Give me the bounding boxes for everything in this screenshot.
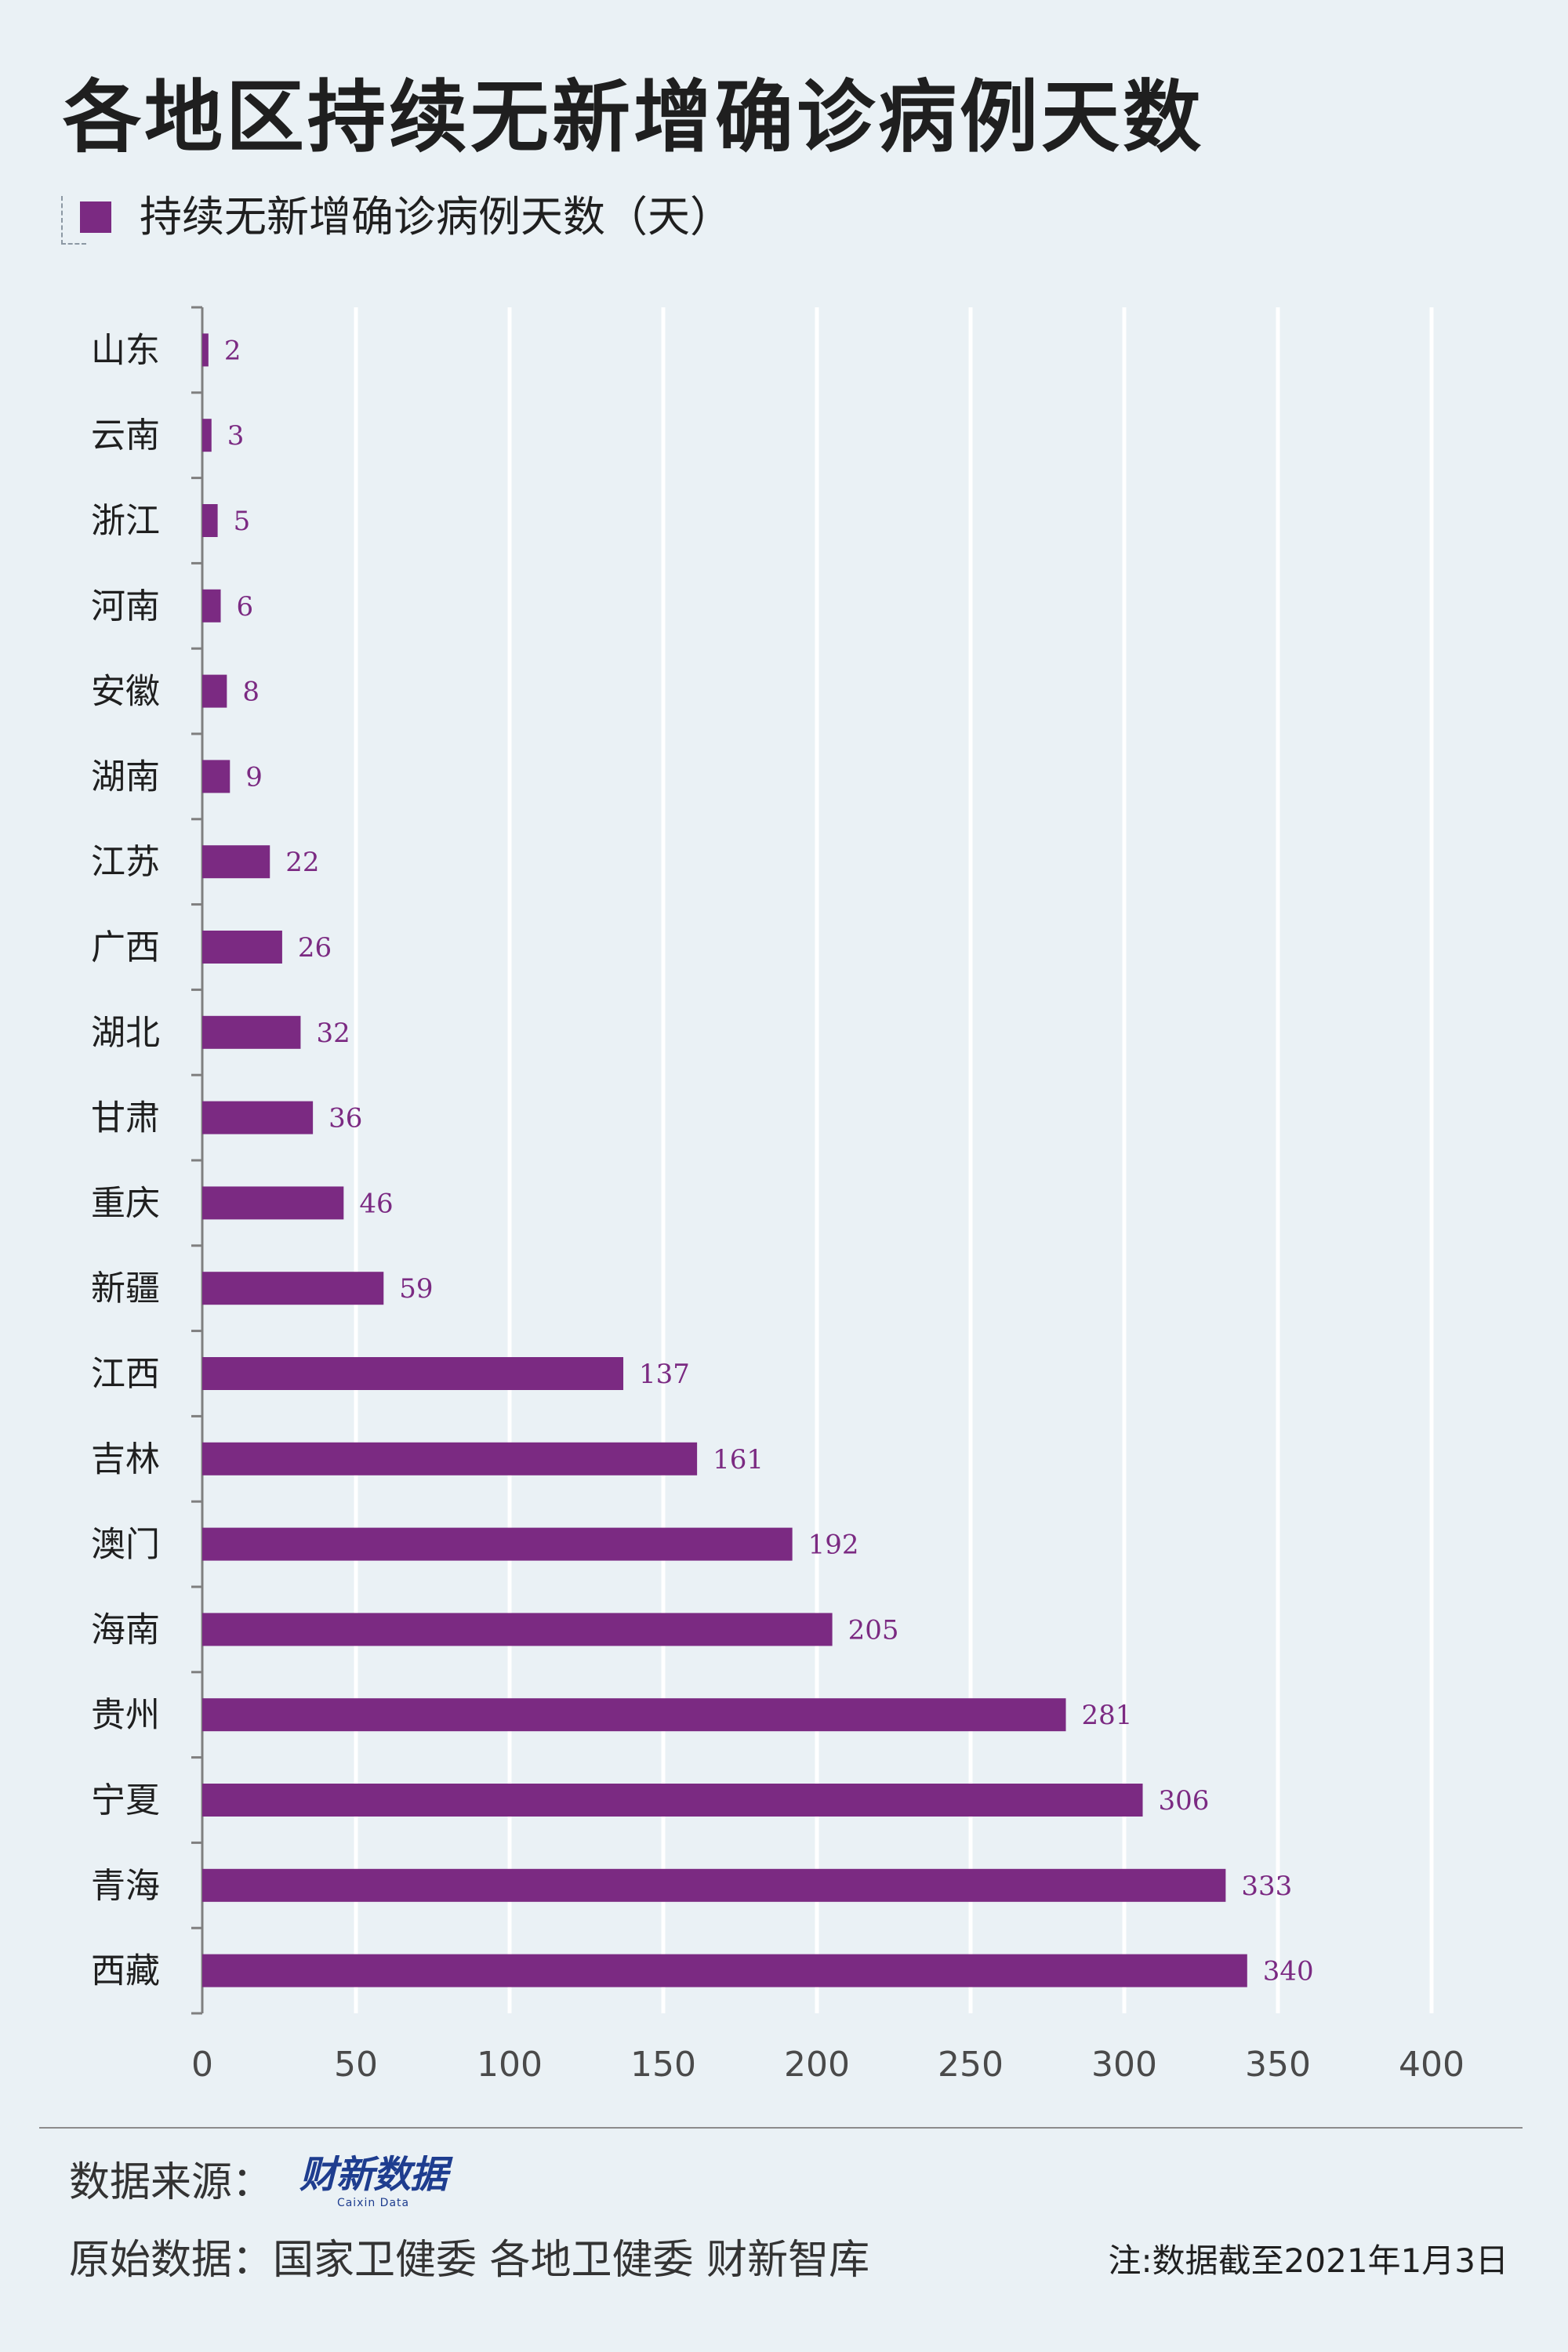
bar-海南 <box>202 1613 833 1646</box>
x-tick-label: 100 <box>477 2045 543 2085</box>
category-label: 青海 <box>91 1866 160 1906</box>
value-label: 3 <box>227 420 245 452</box>
category-label: 湖南 <box>91 757 160 797</box>
x-tick-label: 50 <box>334 2045 378 2085</box>
bar-浙江 <box>202 504 218 537</box>
category-label: 山东 <box>91 330 160 370</box>
category-label: 云南 <box>91 416 160 456</box>
category-label: 澳门 <box>91 1525 160 1565</box>
original-data-source: 原始数据：国家卫健委 各地卫健委 财新智库 <box>69 2240 869 2281</box>
bar-澳门 <box>202 1527 793 1561</box>
value-label: 6 <box>237 591 254 622</box>
bar-山东 <box>202 333 209 367</box>
value-label: 26 <box>298 932 332 964</box>
category-label: 重庆 <box>91 1183 160 1223</box>
bar-西藏 <box>202 1954 1247 1987</box>
bar-安徽 <box>202 674 227 708</box>
logo-subtitle: Caixin Data <box>336 2197 410 2209</box>
bar-江苏 <box>202 845 270 879</box>
x-tick-label: 300 <box>1091 2045 1157 2085</box>
bar-吉林 <box>202 1442 698 1475</box>
value-label: 32 <box>316 1018 350 1049</box>
bar-重庆 <box>202 1186 344 1220</box>
value-label: 333 <box>1241 1871 1292 1902</box>
x-tick-label: 250 <box>938 2045 1004 2085</box>
original-sources: 国家卫健委 各地卫健委 财新智库 <box>273 2237 870 2284</box>
bar-江西 <box>202 1357 624 1390</box>
value-label: 192 <box>808 1530 859 1561</box>
category-label: 江西 <box>91 1354 160 1394</box>
category-label: 西藏 <box>91 1951 160 1991</box>
category-label: 湖北 <box>91 1013 160 1053</box>
category-label: 宁夏 <box>91 1780 160 1820</box>
value-label: 137 <box>639 1359 690 1390</box>
category-label: 新疆 <box>91 1269 160 1308</box>
value-label: 8 <box>242 677 260 708</box>
value-label: 9 <box>245 761 263 793</box>
category-label: 河南 <box>91 586 160 626</box>
value-label: 161 <box>713 1444 764 1475</box>
bar-河南 <box>202 589 221 622</box>
x-tick-label: 0 <box>191 2045 213 2085</box>
bar-湖北 <box>202 1015 301 1049</box>
category-label: 贵州 <box>91 1695 160 1735</box>
logo-text: 财新数据 <box>299 2153 448 2197</box>
legend-label: 持续无新增确诊病例天数（天） <box>140 192 732 241</box>
footer-divider <box>39 2127 1523 2129</box>
bar-新疆 <box>202 1272 384 1305</box>
x-tick-label: 200 <box>784 2045 850 2085</box>
value-label: 36 <box>328 1103 362 1134</box>
category-label: 江苏 <box>91 842 160 882</box>
date-note: 注:数据截至2021年1月3日 <box>1108 2241 1508 2280</box>
data-source: 数据来源： 财新数据 Caixin Data <box>69 2153 448 2210</box>
value-label: 340 <box>1263 1956 1314 1987</box>
bar-广西 <box>202 931 282 964</box>
bar-宁夏 <box>202 1784 1143 1817</box>
value-label: 281 <box>1082 1700 1133 1731</box>
x-tick-label: 400 <box>1399 2045 1465 2085</box>
original-label: 原始数据： <box>69 2237 274 2284</box>
x-tick-label: 150 <box>630 2045 696 2085</box>
bar-甘肃 <box>202 1101 314 1134</box>
x-tick-label: 350 <box>1245 2045 1311 2085</box>
bar-贵州 <box>202 1698 1066 1732</box>
value-label: 5 <box>234 506 251 537</box>
value-label: 205 <box>848 1614 899 1646</box>
legend-frame <box>61 196 86 245</box>
value-label: 2 <box>224 335 241 366</box>
value-label: 46 <box>359 1188 393 1219</box>
bar-青海 <box>202 1868 1226 1902</box>
caixin-data-logo: 财新数据 Caixin Data <box>299 2153 448 2210</box>
value-label: 59 <box>399 1273 433 1305</box>
category-label: 海南 <box>91 1610 160 1650</box>
category-label: 广西 <box>91 927 160 967</box>
category-label: 甘肃 <box>91 1098 160 1138</box>
legend-swatch <box>80 201 111 233</box>
category-label: 吉林 <box>91 1439 160 1479</box>
source-label: 数据来源： <box>69 2159 274 2207</box>
bar-湖南 <box>202 760 230 793</box>
bar-云南 <box>202 419 212 452</box>
category-label: 安徽 <box>91 672 160 712</box>
chart-title: 各地区持续无新增确诊病例天数 <box>63 71 1204 163</box>
legend: 持续无新增确诊病例天数（天） <box>61 196 732 238</box>
value-label: 306 <box>1159 1785 1210 1817</box>
value-label: 22 <box>285 847 319 878</box>
category-label: 浙江 <box>91 501 160 541</box>
